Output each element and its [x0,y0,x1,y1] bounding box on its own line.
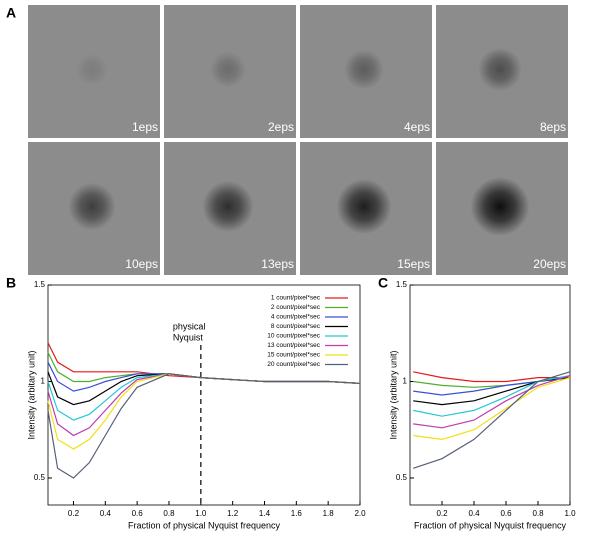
x-tick-label: 0.8 [532,509,544,518]
x-axis-label: Fraction of physical Nyquist frequency [414,520,567,530]
spot [210,51,246,88]
series-line [413,371,571,469]
x-tick-label: 1.2 [227,509,239,518]
y-tick-label: 1.5 [396,280,408,289]
x-tick-label: 1.8 [323,509,335,518]
series-line [413,375,571,417]
panel-label: A [6,5,16,21]
legend-label: 4 count/pixel*sec [271,314,321,321]
series-line [47,373,361,479]
legend-label: 8 count/pixel*sec [271,323,321,330]
x-tick-label: 1.4 [259,509,271,518]
plot-frame [409,284,571,506]
spot [68,182,116,231]
legend-label: 10 count/pixel*sec [267,333,321,340]
series-line [413,377,571,441]
annotation: physical [173,321,206,331]
x-tick-label: 0.4 [100,509,112,518]
spot [470,177,530,236]
image-caption: 20eps [533,257,566,271]
y-axis-label: Intensity (arbitary unit) [26,350,36,439]
legend-label: 15 count/pixel*sec [267,352,321,359]
annotation: Nyquist [173,332,204,342]
y-tick-label: 0.5 [34,473,46,482]
panel-label: C [378,275,388,291]
spot [478,47,522,92]
image-caption: 8eps [540,120,566,134]
image-caption: 4eps [404,120,430,134]
y-tick-label: 0.5 [396,473,408,482]
legend-label: 1 count/pixel*sec [271,295,321,302]
x-tick-label: 0.2 [436,509,448,518]
image-caption: 1eps [132,120,158,134]
series-line [47,371,361,406]
x-tick-label: 0.2 [68,509,80,518]
x-tick-label: 0.4 [468,509,480,518]
series-line [413,375,571,429]
legend-label: 2 count/pixel*sec [271,304,321,311]
x-tick-label: 0.6 [132,509,144,518]
x-tick-label: 2.0 [354,509,366,518]
plot-frame [47,284,361,506]
x-tick-label: 1.6 [291,509,303,518]
series-line [413,371,570,383]
image-caption: 15eps [397,257,430,271]
series-line [47,373,361,437]
y-tick-label: 1 [403,377,408,386]
image-caption: 2eps [268,120,294,134]
x-axis-label: Fraction of physical Nyquist frequency [128,520,281,530]
spot [202,180,254,233]
x-tick-label: 0.6 [500,509,512,518]
y-tick-label: 1.5 [34,280,46,289]
panel-label: B [6,275,16,291]
x-tick-label: 1.0 [195,509,207,518]
y-axis-label: Intensity (arbitary unit) [388,350,398,439]
spot [344,49,384,90]
spot [336,178,392,235]
x-tick-label: 0.8 [163,509,175,518]
image-caption: 13eps [261,257,294,271]
x-tick-label: 1.0 [564,509,576,518]
legend-label: 13 count/pixel*sec [267,342,321,349]
spot [76,53,108,86]
legend-label: 20 count/pixel*sec [267,361,321,368]
y-tick-label: 1 [41,377,46,386]
image-caption: 10eps [125,257,158,271]
